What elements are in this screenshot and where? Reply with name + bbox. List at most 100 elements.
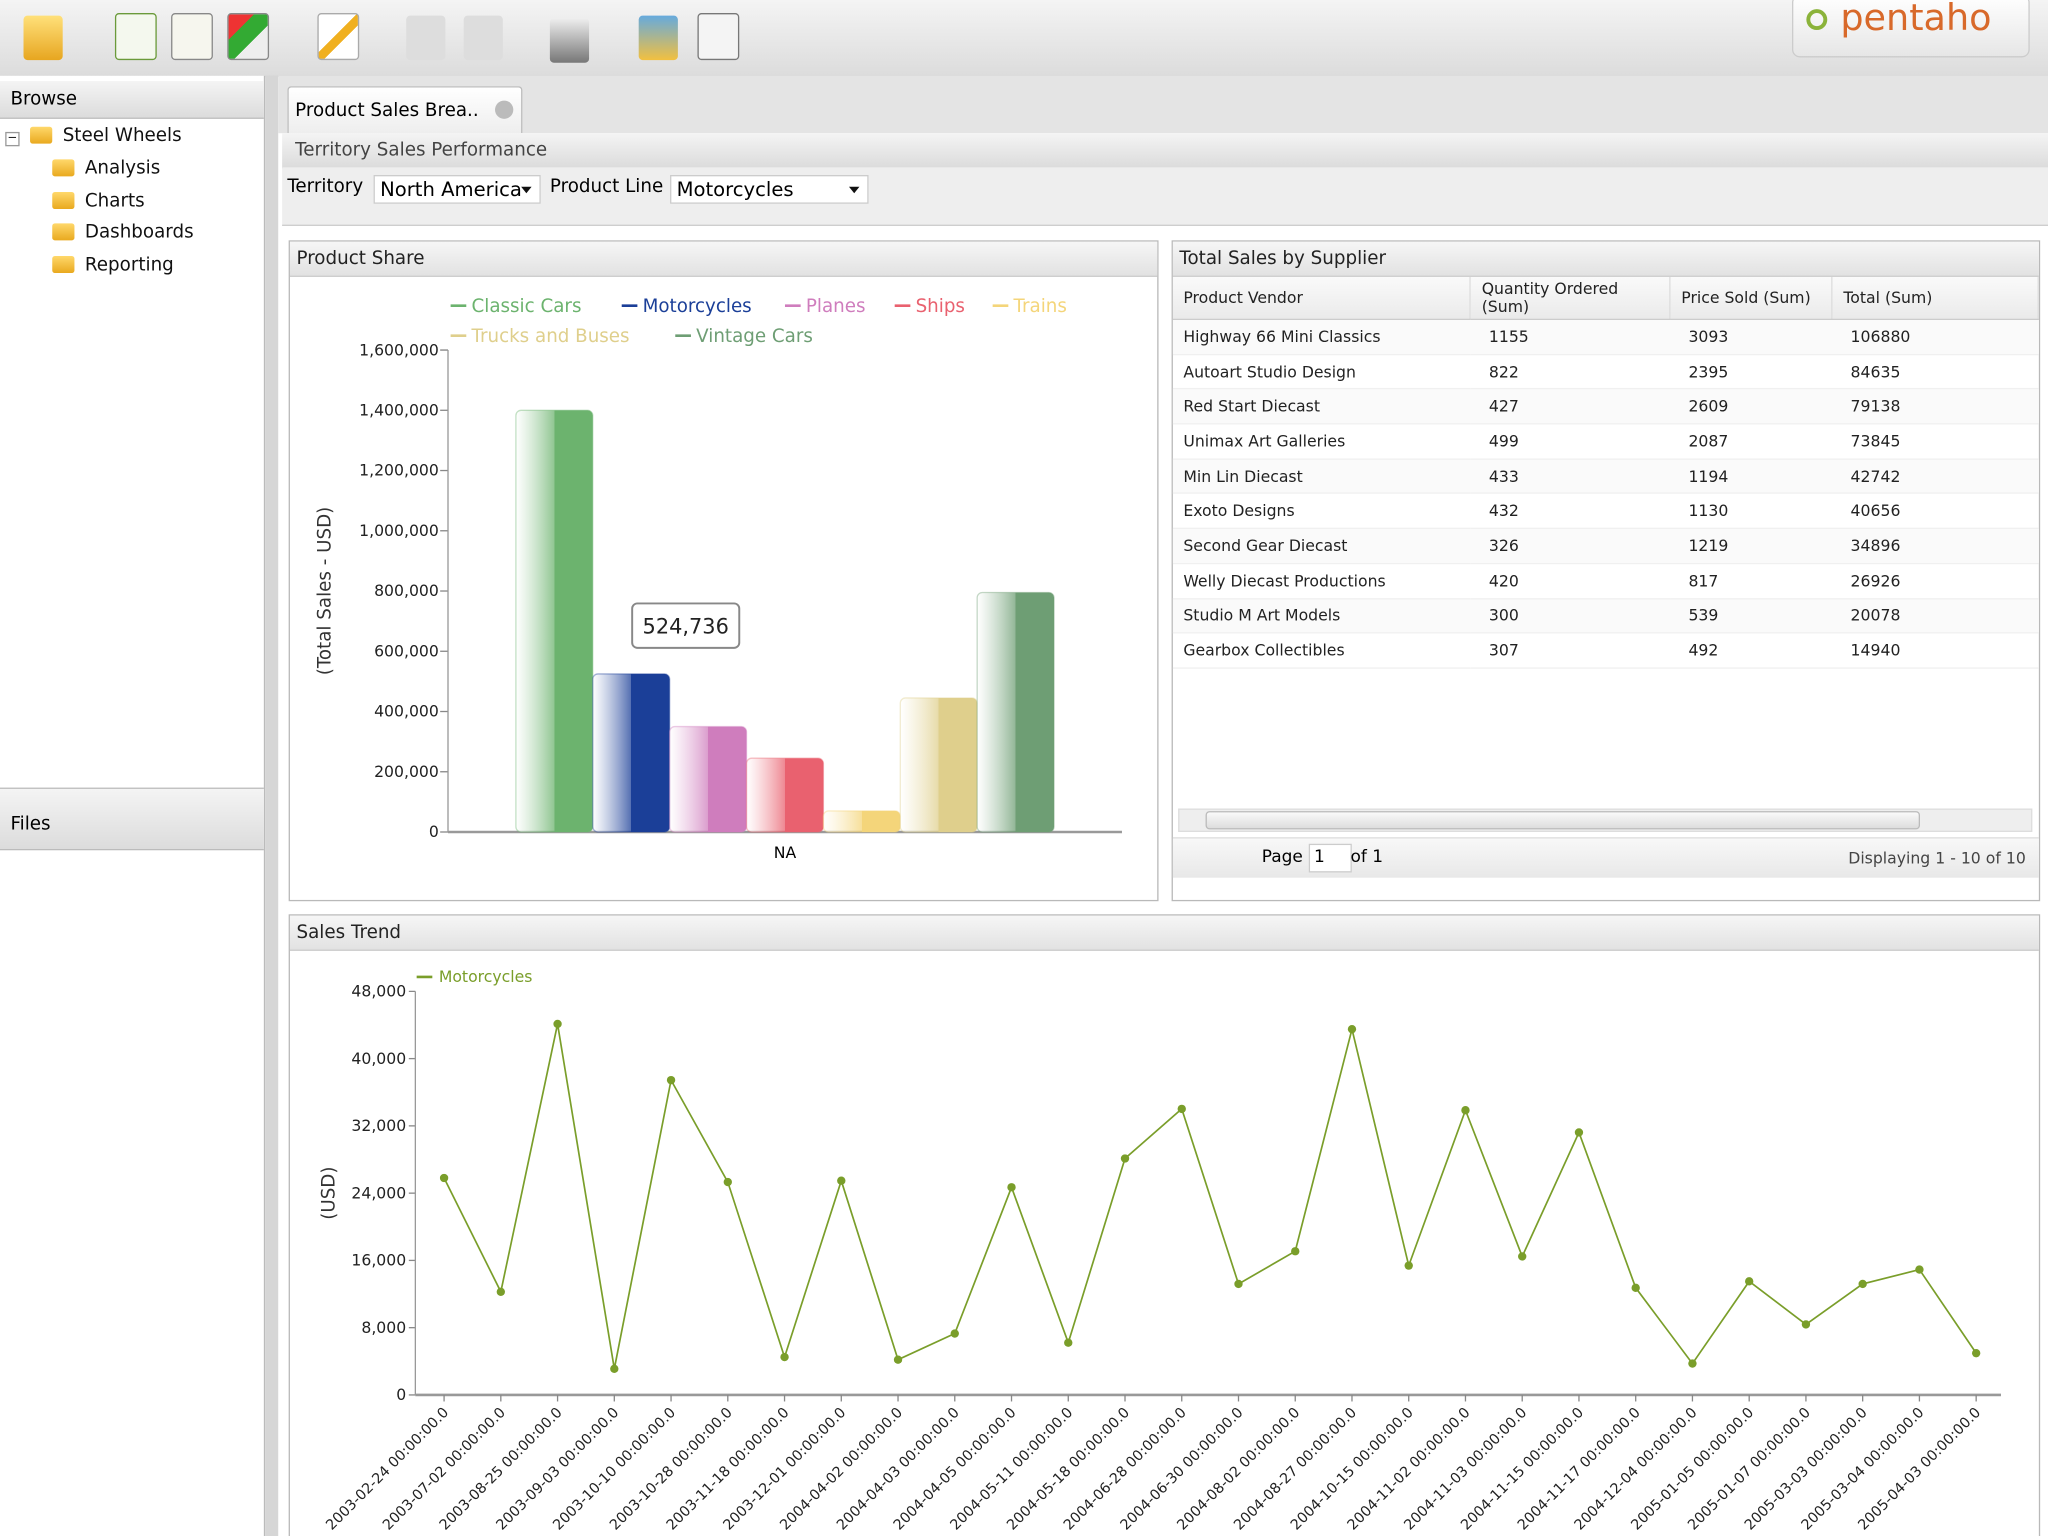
table-cell: 40656 [1832,493,2039,530]
column-header[interactable]: Price Sold (Sum) [1670,276,1833,320]
legend-label: Vintage Cars [696,326,813,347]
point [1120,1154,1130,1163]
report-header: Territory Sales Performance [282,133,2048,169]
table-cell: 14940 [1832,633,2039,669]
y-axis-label: (USD) [318,1167,339,1220]
pager-display: Displaying 1 - 10 of 10 [1848,848,2026,868]
filter-select[interactable]: Motorcycles [670,175,869,204]
icon-print[interactable] [549,18,590,63]
table-cell: 1155 [1470,319,1671,355]
y-axis-label: (Total Sales - USD) [314,507,335,676]
scrollbar[interactable] [1178,808,2033,832]
tree-label[interactable]: Analysis [84,158,161,179]
panel-title: Total Sales by Supplier [1172,241,2039,277]
table-cell: Unimax Art Galleries [1172,423,1471,460]
point [1915,1265,1924,1274]
browse-title: Browse [10,88,78,110]
line [443,1023,1977,1369]
y-tick-label: 0 [429,822,439,841]
pager-label: Page [1261,847,1303,868]
bar [899,697,978,833]
icon-disabled [463,15,503,61]
tree-item[interactable]: Reporting [52,254,174,275]
table-row: Welly Diecast Productions 420 817 26926 [1172,563,2039,599]
tree-root[interactable]: − Steel Wheels [5,125,182,147]
column-header[interactable]: Quantity Ordered (Sum) [1470,276,1671,320]
sales-trend-panel: Sales Trend 0 8,000 16,000 24,000 32,000 40,0… [288,914,2041,1536]
tree-item[interactable]: Analysis [52,158,160,179]
column-header[interactable]: Total (Sum) [1832,276,2039,320]
icon-open[interactable] [23,15,63,61]
table-cell: 1219 [1670,528,1833,564]
y-tick-label: 200,000 [374,762,439,781]
icon-edit[interactable] [317,13,360,61]
table-cell: Studio M Art Models [1172,598,1471,634]
y-tick-label: 40,000 [351,1049,406,1068]
splitter[interactable] [265,75,279,1536]
x-tick-label: NA [774,843,797,862]
icon-layout[interactable] [697,13,740,61]
table-cell: 73845 [1832,423,2039,460]
tree-label[interactable]: Steel Wheels [62,125,182,147]
line-chart: 0 8,000 16,000 24,000 32,000 40,000 48,000 (USD… [318,967,2001,1534]
tree-label[interactable]: Charts [84,190,145,211]
sidebar: Browse − Steel Wheels Analysis Charts Dashb… [0,75,266,1536]
table-cell: Highway 66 Mini Classics [1172,319,1471,355]
tab[interactable]: Product Sales Brea.. [287,86,523,134]
filter-select[interactable]: North America [373,175,541,204]
tab-bar: Product Sales Brea.. [278,75,2048,134]
icon-report[interactable] [114,13,157,61]
point [780,1352,789,1362]
tree-item[interactable]: Charts [52,190,145,211]
table-cell: 432 [1470,493,1671,530]
y-tick-label: 24,000 [351,1183,406,1202]
table-cell: 433 [1470,458,1671,495]
tab-close[interactable] [495,100,514,119]
y-tick-label: 0 [396,1385,406,1404]
table-cell: 2087 [1670,423,1833,460]
files-header: Files [0,787,264,851]
point [1177,1104,1186,1114]
table-cell: Red Start Diecast [1172,389,1471,425]
y-tick-label: 32,000 [351,1116,406,1135]
point [1064,1338,1073,1347]
bar [745,757,825,833]
table-cell: 300 [1470,598,1671,634]
table-row: Autoart Studio Design 822 2395 84635 [1172,354,2039,390]
panel-title: Sales Trend [289,915,2039,951]
tree-label[interactable]: Dashboards [84,222,194,243]
point [1858,1279,1867,1289]
icon-disabled [406,15,446,61]
header-row: Product Vendor Quantity Ordered (Sum) Pric… [1172,276,2039,320]
table-cell: 427 [1470,389,1671,425]
table-cell: 817 [1670,563,1833,599]
panel-title: Product Share [289,241,1158,277]
pager: Page 1 of 1 Displaying 1 - 10 of 10 [1172,837,2039,878]
y-tick-label: 600,000 [374,641,439,660]
page-input[interactable]: 1 [1308,843,1352,873]
table: Product Vendor Quantity Ordered (Sum) Pric… [1172,276,2039,669]
y-tick-label: 1,400,000 [359,401,439,420]
point [723,1177,732,1187]
y-tick-label: 800,000 [374,581,439,600]
tree-label[interactable]: Reporting [84,254,174,275]
table-cell: 492 [1670,633,1833,669]
point [666,1075,676,1085]
legend-label: Ships [916,296,965,317]
table-cell: Autoart Studio Design [1172,354,1471,390]
icon-chart[interactable] [227,13,270,61]
table-cell: 26926 [1832,563,2039,599]
icon-share[interactable] [638,15,678,61]
bar [976,591,1055,833]
tree-item[interactable]: Dashboards [52,222,194,243]
icon-report2[interactable] [171,13,213,61]
column-header[interactable]: Product Vendor [1172,276,1472,320]
point [950,1329,959,1338]
point [1404,1261,1413,1270]
table-cell: 84635 [1832,354,2039,390]
legend-label: Planes [806,296,866,317]
point [1574,1128,1584,1137]
legend-label: Trains [1013,296,1067,317]
tab-label[interactable]: Product Sales Brea.. [295,100,479,122]
